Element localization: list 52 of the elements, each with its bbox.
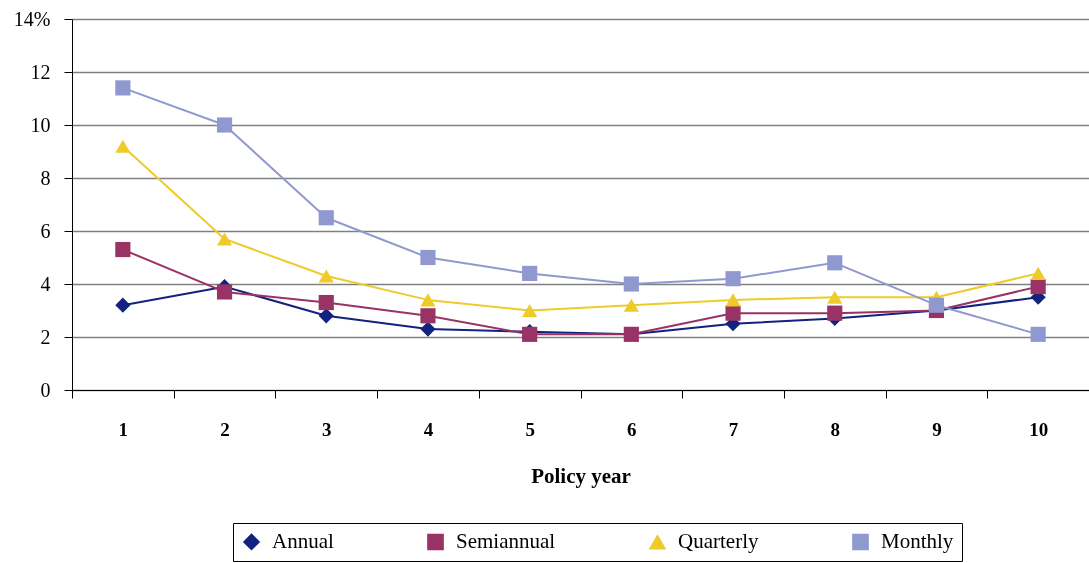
y-tick-label: 2 [40, 325, 51, 348]
point [522, 265, 538, 281]
point [420, 249, 436, 266]
y-tick-label: 8 [40, 166, 51, 189]
point [318, 294, 334, 311]
y-tick-label: 10 [30, 113, 51, 136]
point [115, 241, 131, 258]
y-tick-label: 4 [40, 272, 51, 295]
point [318, 308, 334, 324]
point [1030, 279, 1046, 295]
x-tick-label: 9 [932, 418, 942, 440]
point [420, 321, 436, 337]
point [522, 303, 538, 318]
legend-label: Quarterly [678, 529, 759, 554]
point [725, 293, 741, 307]
x-tick-label: 3 [322, 418, 332, 440]
x-tick-label: 4 [423, 418, 434, 440]
point [725, 305, 741, 321]
y-tick-label: 12 [30, 60, 51, 83]
point [420, 308, 436, 324]
point [216, 117, 233, 133]
y-tick-label: 14% [13, 7, 51, 30]
x-tick-label: 8 [830, 418, 840, 440]
legend-label: Annual [272, 528, 334, 553]
x-tick-label: 2 [220, 418, 230, 440]
y-tick-label: 6 [40, 219, 51, 242]
point [928, 297, 945, 313]
point [1030, 266, 1046, 280]
point [623, 276, 639, 292]
point [623, 298, 639, 312]
point [115, 297, 131, 313]
point [827, 255, 843, 271]
point [420, 293, 436, 307]
point [725, 271, 741, 287]
x-tick-label: 5 [525, 418, 535, 440]
point [115, 139, 131, 153]
point [216, 284, 233, 300]
point [318, 210, 334, 226]
legend-label: Monthly [881, 528, 954, 553]
point [216, 232, 233, 246]
legend-label: Semiannual [456, 528, 556, 553]
x-tick-label: 10 [1029, 418, 1049, 440]
x-axis-title: Policy year [531, 463, 631, 488]
point [318, 269, 334, 283]
point [1030, 326, 1046, 342]
y-tick-label: 0 [40, 378, 51, 401]
x-tick-label: 6 [627, 418, 637, 440]
point [827, 305, 843, 321]
point [827, 290, 843, 304]
x-tick-label: 7 [728, 418, 739, 440]
point [115, 80, 131, 96]
x-tick-label: 1 [118, 418, 129, 440]
